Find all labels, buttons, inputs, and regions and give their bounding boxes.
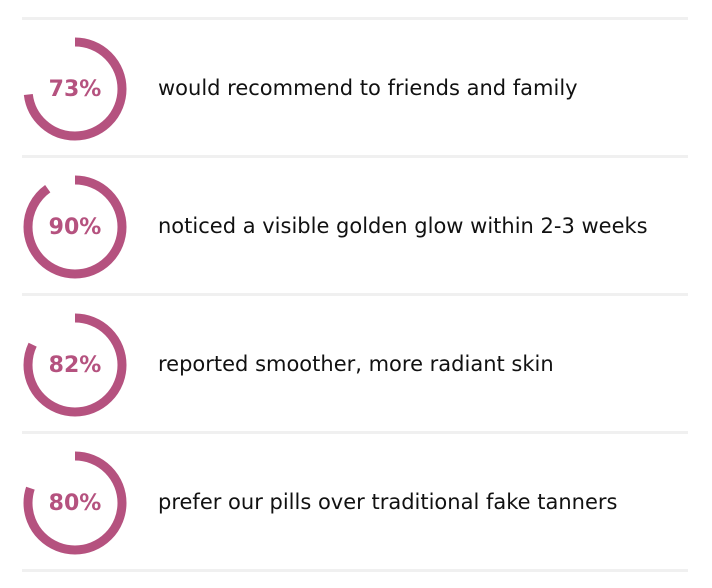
divider	[22, 569, 688, 572]
stat-row: 80% prefer our pills over traditional fa…	[22, 434, 688, 570]
progress-ring	[23, 175, 127, 279]
stat-row: 90% noticed a visible golden glow within…	[22, 158, 688, 294]
percent-label: 73%	[48, 76, 102, 102]
percent-label: 90%	[48, 214, 102, 240]
stat-description: would recommend to friends and family	[158, 76, 578, 100]
divider	[22, 17, 688, 20]
progress-ring	[23, 451, 127, 555]
percent-label: 82%	[48, 352, 102, 378]
stat-description: reported smoother, more radiant skin	[158, 352, 554, 376]
progress-arc	[23, 313, 127, 417]
progress-arc	[23, 37, 127, 141]
divider	[22, 431, 688, 434]
percent-label: 80%	[48, 490, 102, 516]
divider	[22, 155, 688, 158]
progress-arc	[23, 451, 127, 555]
progress-ring	[23, 313, 127, 417]
stat-description: prefer our pills over traditional fake t…	[158, 490, 618, 514]
divider	[22, 293, 688, 296]
progress-arc	[23, 175, 127, 279]
progress-ring	[23, 37, 127, 141]
stat-description: noticed a visible golden glow within 2-3…	[158, 214, 648, 238]
stat-row: 82% reported smoother, more radiant skin	[22, 296, 688, 432]
stat-row: 73% would recommend to friends and famil…	[22, 20, 688, 156]
